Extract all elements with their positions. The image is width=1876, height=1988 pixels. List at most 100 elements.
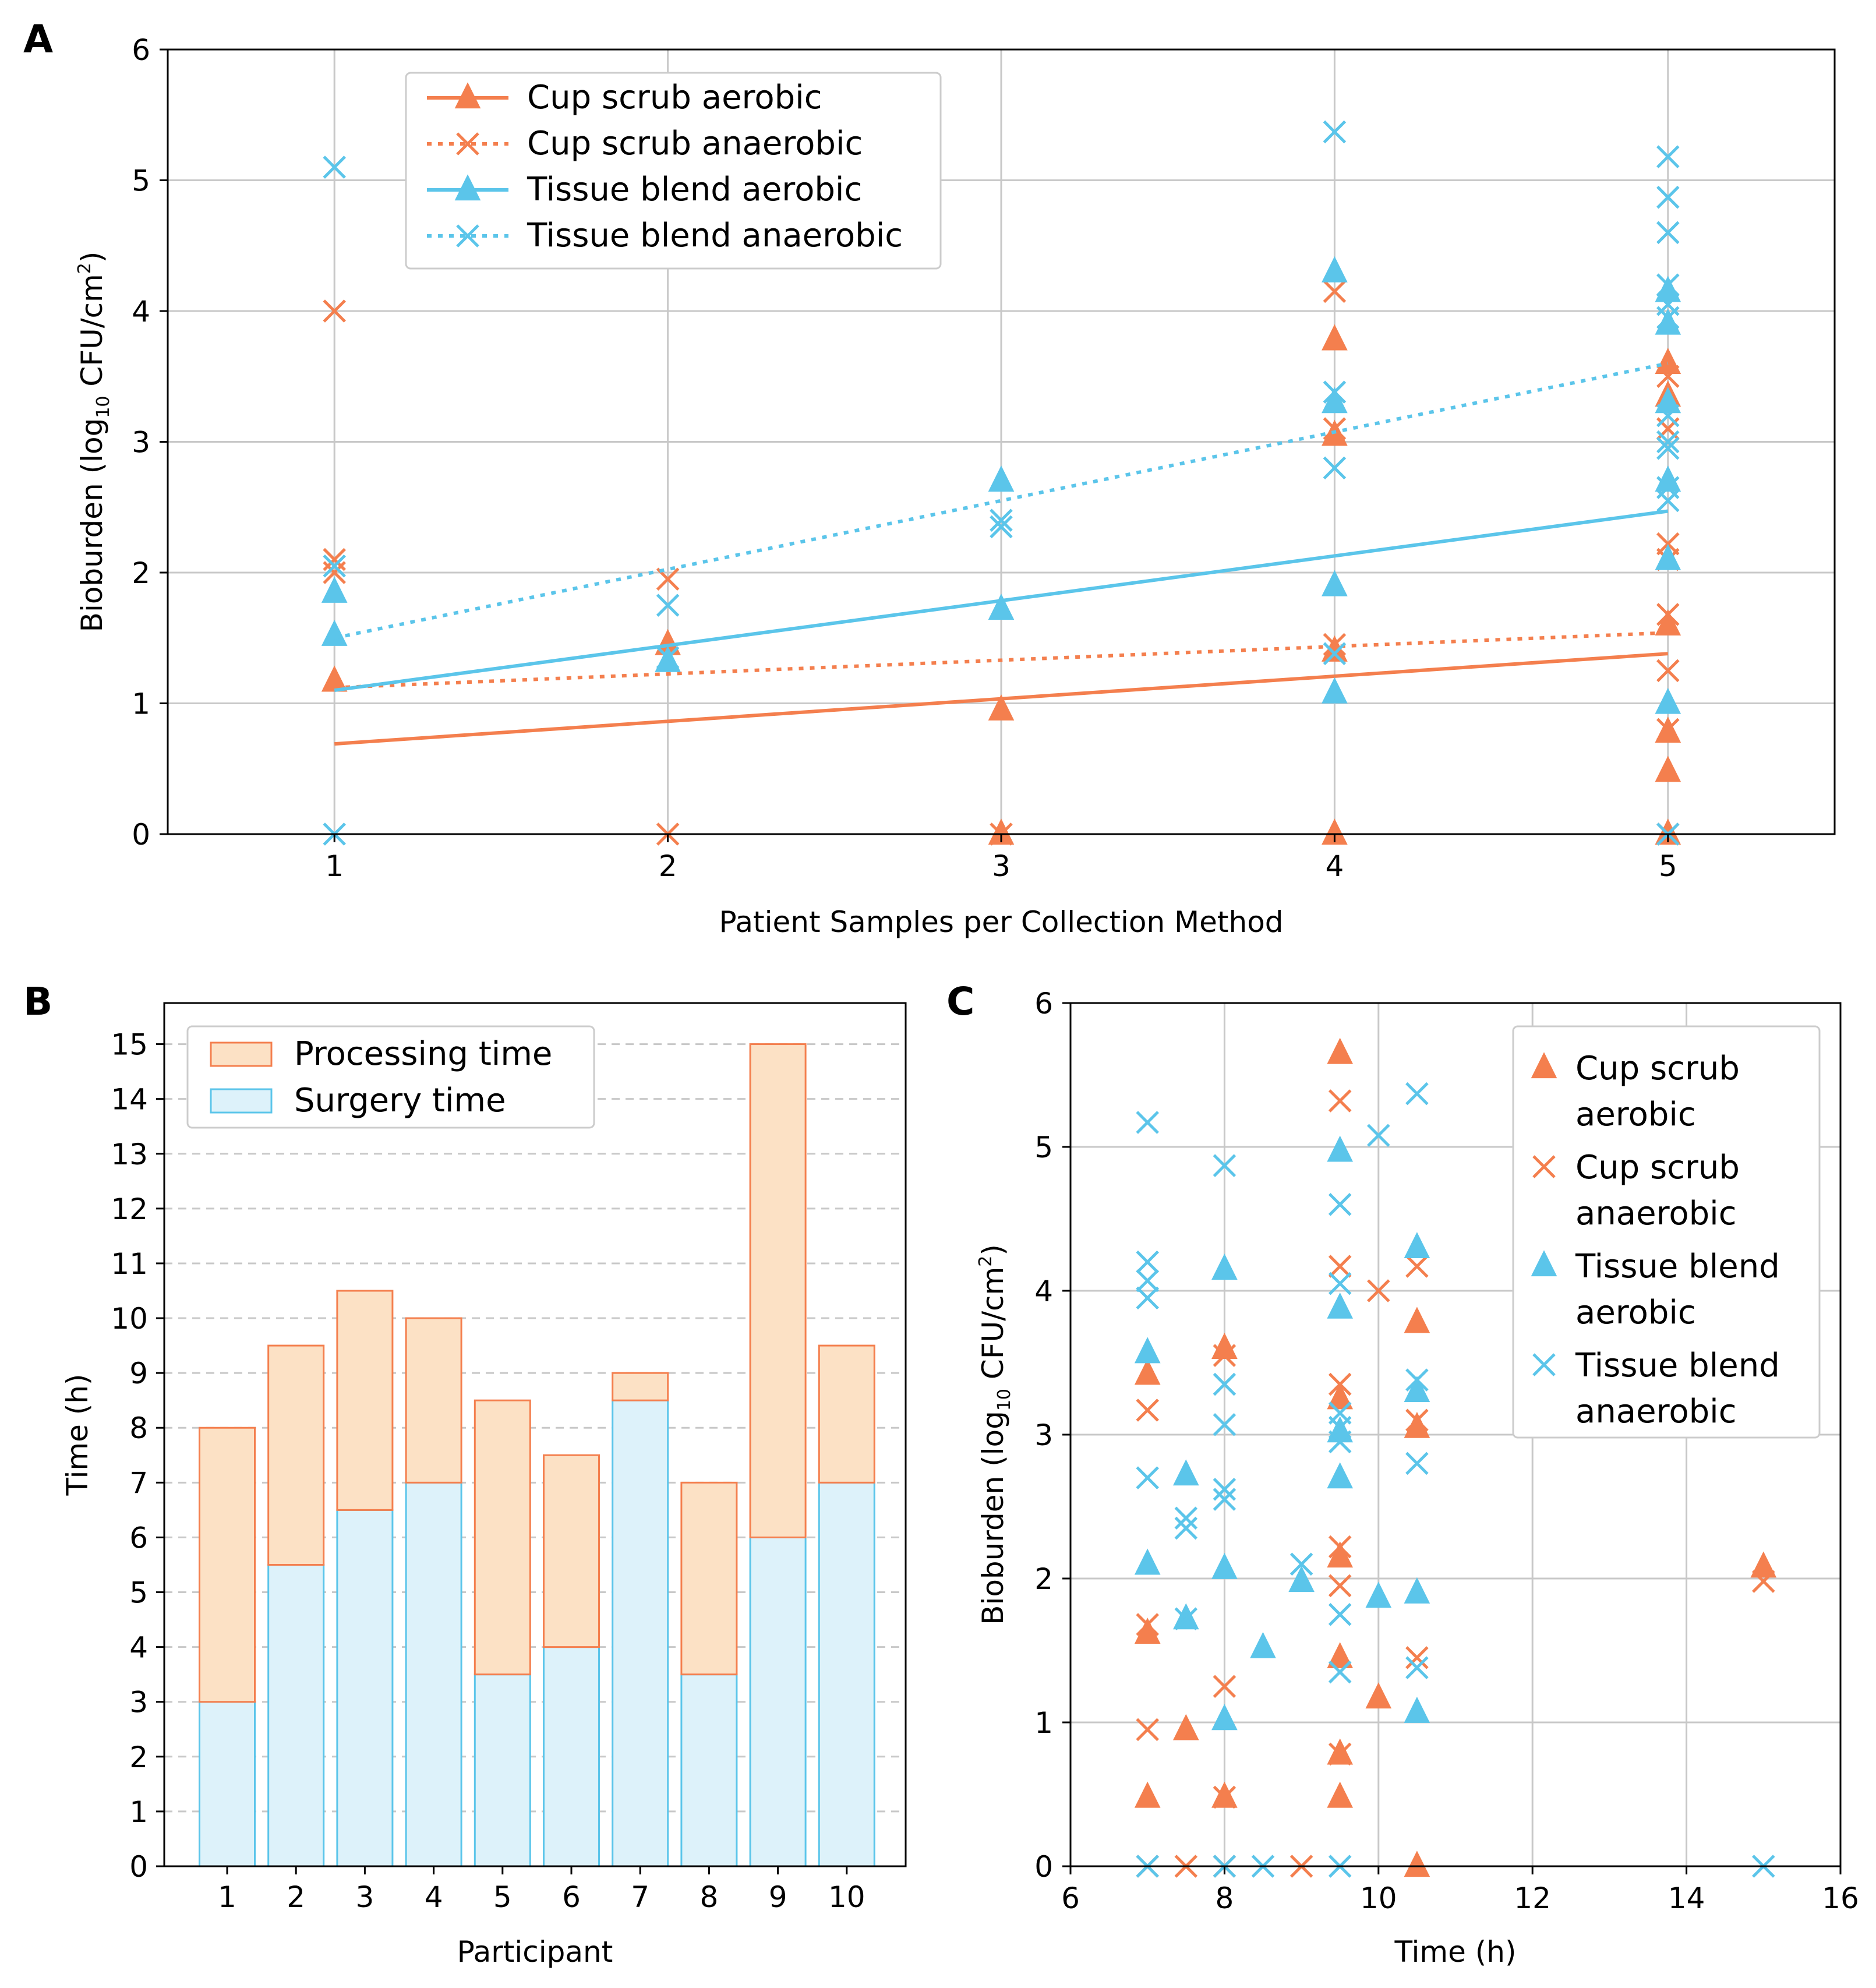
- bar-processing-time: [543, 1454, 600, 1648]
- bar-surgery-time: [749, 1536, 807, 1867]
- data-point: [1172, 1603, 1199, 1630]
- data-point: [1172, 1459, 1199, 1486]
- bar-processing-time: [267, 1344, 325, 1566]
- bar-participant-3: [336, 1290, 394, 1867]
- y-tick-label: 9: [129, 1357, 148, 1390]
- data-point: [1323, 417, 1347, 440]
- data-point: [1656, 273, 1680, 296]
- data-point: [1213, 1785, 1236, 1809]
- data-point: [1213, 1488, 1236, 1511]
- y-tick-label: 5: [1034, 1131, 1053, 1164]
- data-point: [1328, 1089, 1352, 1113]
- x-tick-label: 4: [1325, 849, 1344, 883]
- data-point: [1750, 1551, 1777, 1578]
- data-point: [1323, 456, 1347, 480]
- data-point: [1405, 1452, 1429, 1475]
- x-tick-label: 6: [1061, 1881, 1080, 1915]
- data-point: [1327, 1292, 1354, 1319]
- data-point: [1288, 1566, 1315, 1592]
- legend-label: Tissue blend anaerobic: [527, 217, 903, 255]
- data-point: [1136, 1613, 1159, 1636]
- data-point: [1327, 1135, 1354, 1162]
- legend-marker: [1532, 1353, 1556, 1376]
- data-point: [1322, 570, 1348, 596]
- data-point: [1134, 1337, 1161, 1364]
- x-tick-label: 12: [1514, 1881, 1551, 1915]
- x-tick-label: 1: [218, 1880, 236, 1914]
- x-tick-label: 4: [425, 1880, 443, 1914]
- data-point: [1365, 1682, 1392, 1709]
- data-point: [656, 594, 680, 617]
- data-point: [1328, 1660, 1352, 1684]
- x-tick-label: 7: [631, 1880, 649, 1914]
- y-tick-label: 3: [1034, 1418, 1053, 1452]
- data-point: [1328, 1372, 1352, 1396]
- bar-participant-8: [680, 1481, 738, 1867]
- data-point: [1134, 1618, 1161, 1644]
- data-point: [988, 594, 1015, 620]
- y-tick-label: 13: [111, 1138, 148, 1171]
- plot-frame: [163, 1002, 907, 1867]
- data-point: [1250, 1632, 1276, 1658]
- bar-surgery-time: [336, 1509, 394, 1867]
- data-point: [1655, 609, 1681, 635]
- data-point: [1323, 280, 1347, 303]
- legend-label: aerobic: [1575, 1096, 1696, 1134]
- legend-swatch: [210, 1041, 273, 1067]
- legend-box: [1512, 1025, 1821, 1439]
- data-point: [1328, 1272, 1352, 1295]
- data-point: [323, 156, 346, 179]
- legend-label: Cup scrub anaerobic: [527, 125, 863, 163]
- data-point: [323, 299, 346, 323]
- bar-processing-time: [336, 1290, 394, 1511]
- data-point: [1136, 1399, 1159, 1422]
- data-point: [1327, 1738, 1354, 1765]
- legend-marker: [454, 82, 481, 109]
- data-point: [1322, 387, 1348, 414]
- data-point: [1405, 1368, 1429, 1392]
- data-point: [1213, 1413, 1236, 1436]
- data-point: [1656, 659, 1680, 683]
- data-point: [1136, 1466, 1159, 1489]
- trend-line: [334, 631, 1668, 690]
- bar-surgery-time: [199, 1701, 256, 1867]
- x-tick-label: 3: [355, 1880, 374, 1914]
- bar-participant-6: [543, 1454, 600, 1867]
- data-point: [1327, 1383, 1354, 1410]
- x-tick-label: 14: [1668, 1881, 1705, 1915]
- data-point: [1656, 185, 1680, 209]
- bar-participant-7: [612, 1372, 669, 1867]
- legend-label: Cup scrub: [1575, 1149, 1740, 1187]
- y-tick-label: 12: [111, 1192, 148, 1226]
- legend-label: Tissue blend: [1575, 1248, 1780, 1286]
- y-tick-label: 2: [1034, 1562, 1053, 1596]
- data-point: [1213, 1478, 1236, 1501]
- data-point: [1404, 1232, 1430, 1259]
- legend-label: anaerobic: [1575, 1195, 1737, 1233]
- data-point: [1656, 603, 1680, 626]
- bar-participant-5: [474, 1399, 531, 1867]
- data-point: [1405, 1408, 1429, 1432]
- data-point: [1328, 1193, 1352, 1216]
- data-point: [1656, 436, 1680, 460]
- data-point: [1322, 818, 1348, 845]
- y-tick-label: 2: [132, 556, 150, 590]
- y-tick-label: 1: [1034, 1706, 1053, 1740]
- data-point: [1405, 1646, 1429, 1669]
- data-point: [1655, 465, 1681, 492]
- panel-c-letter: C: [946, 979, 974, 1024]
- y-tick-label: 4: [132, 295, 150, 329]
- data-point: [1656, 221, 1680, 245]
- y-tick-label: 7: [129, 1466, 148, 1500]
- panel-a: A 1 2 3 4 5 0 1 2 3 4 5 6 Patient Samples per Collec…: [23, 17, 1836, 939]
- data-point: [988, 465, 1015, 492]
- legend-label: Cup scrub: [1575, 1050, 1740, 1087]
- y-tick-label: 5: [132, 164, 150, 198]
- data-point: [1322, 677, 1348, 704]
- data-point: [1405, 1255, 1429, 1278]
- data-point: [1211, 1704, 1238, 1731]
- data-point: [1405, 1656, 1429, 1679]
- data-point: [1327, 1541, 1354, 1568]
- x-axis-label: Patient Samples per Collection Method: [719, 905, 1283, 939]
- x-axis-label: Time (h): [1394, 1935, 1517, 1969]
